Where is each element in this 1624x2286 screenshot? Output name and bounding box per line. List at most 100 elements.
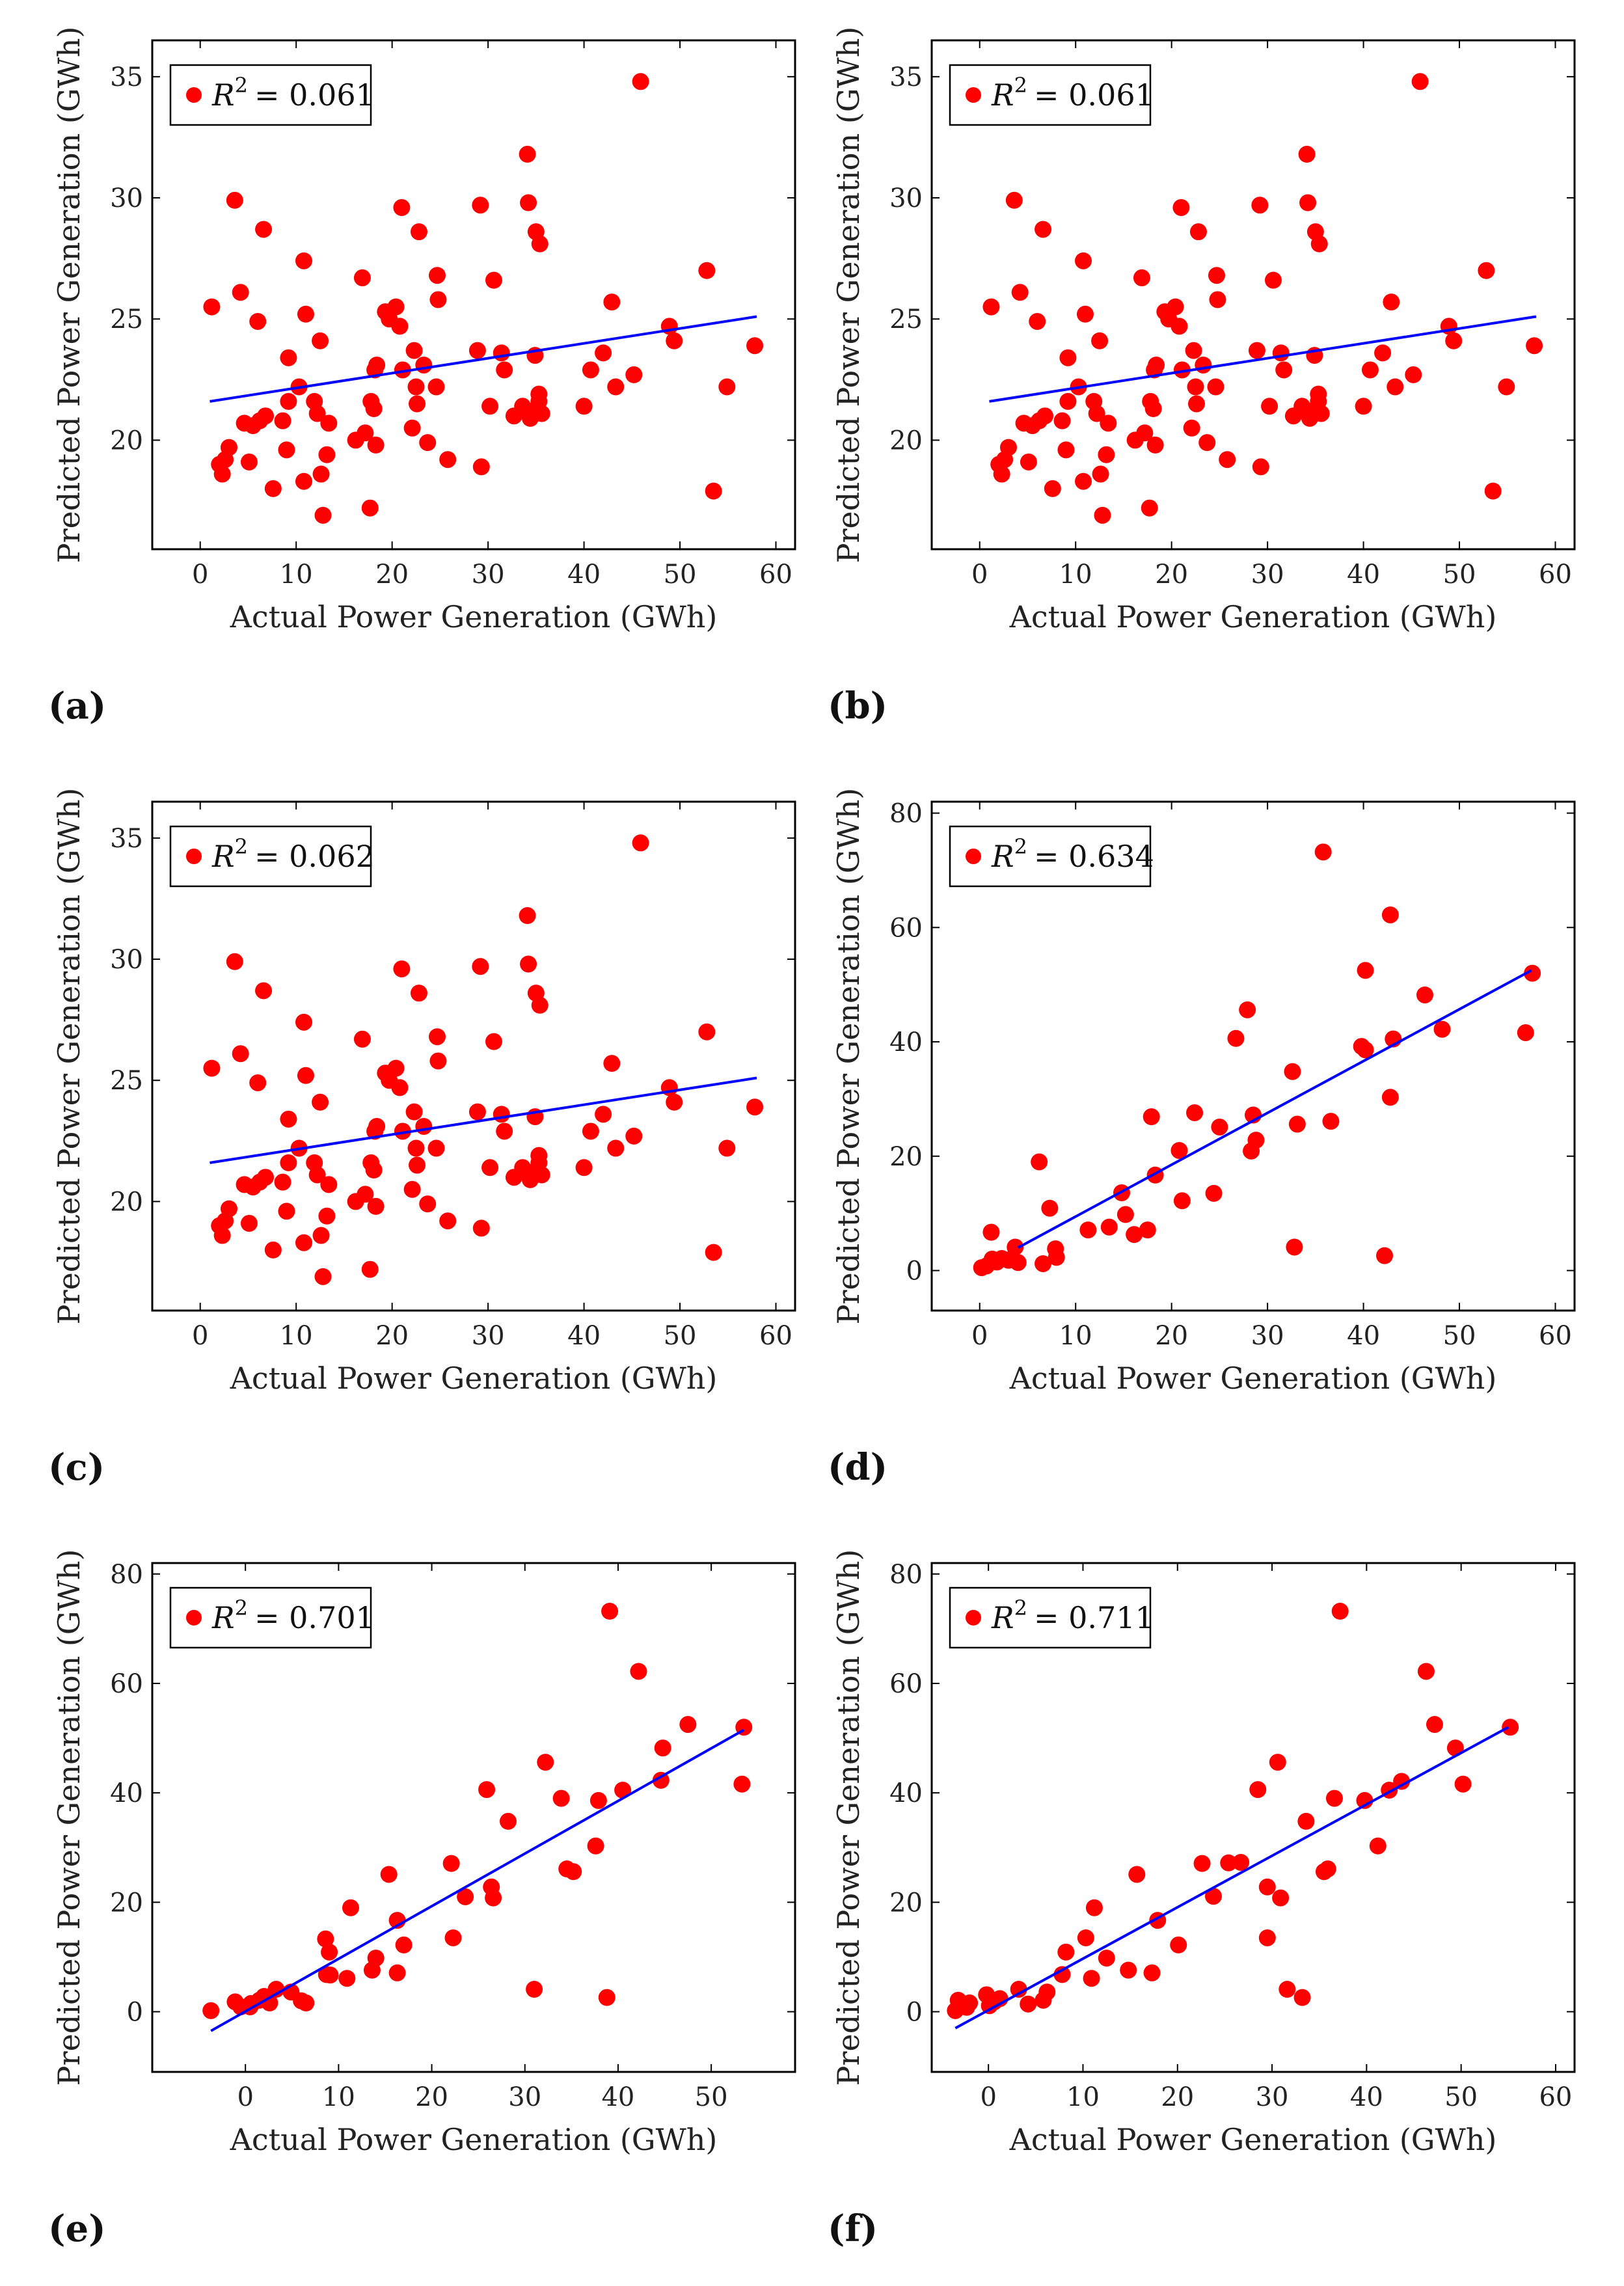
data-point bbox=[530, 385, 548, 403]
scatter-panel-f: 0 10 20 30 40 50 60 0 20 40 60 80 Actual Power Gener… bbox=[828, 1549, 1576, 2250]
x-tick-label: 60 bbox=[1539, 560, 1572, 590]
x-tick-label: 60 bbox=[1539, 1321, 1572, 1351]
data-point bbox=[1312, 405, 1330, 422]
data-point bbox=[1076, 305, 1094, 323]
data-point bbox=[982, 298, 1000, 316]
data-point bbox=[1041, 1199, 1059, 1217]
scatter-panel-e: 0 10 20 30 40 50 0 20 40 60 80 Actual Power Generat… bbox=[48, 1549, 796, 2250]
data-point bbox=[1357, 962, 1374, 979]
legend-symbol: R bbox=[991, 839, 1014, 874]
y-tick-label: 20 bbox=[110, 426, 143, 456]
legend-exponent: 2 bbox=[235, 73, 248, 98]
x-tick-label: 20 bbox=[375, 560, 409, 590]
data-point bbox=[264, 480, 282, 497]
legend-label: R2 = 0.711 bbox=[991, 1596, 1154, 1635]
data-point bbox=[427, 1139, 445, 1157]
data-point bbox=[1239, 1001, 1256, 1018]
data-point bbox=[1077, 1929, 1094, 1946]
data-point bbox=[1098, 1950, 1115, 1967]
data-point bbox=[1279, 1981, 1296, 1998]
data-point bbox=[1445, 332, 1463, 349]
x-tick-label: 10 bbox=[1066, 2082, 1100, 2112]
y-tick-label: 80 bbox=[889, 1560, 923, 1590]
data-point bbox=[520, 955, 537, 973]
data-point bbox=[203, 298, 221, 316]
data-point bbox=[718, 378, 736, 396]
data-point bbox=[264, 1241, 282, 1259]
data-point bbox=[1297, 1812, 1315, 1830]
data-point bbox=[1183, 419, 1200, 437]
x-axis-label: Actual Power Generation (GWh) bbox=[1009, 2122, 1497, 2157]
data-point bbox=[472, 958, 489, 975]
y-tick-label: 35 bbox=[110, 824, 143, 854]
data-point bbox=[1361, 361, 1379, 379]
data-point bbox=[575, 1159, 593, 1177]
y-tick-label: 25 bbox=[110, 1066, 143, 1096]
data-point bbox=[533, 1166, 550, 1184]
data-point bbox=[1171, 1141, 1188, 1159]
data-point bbox=[367, 436, 385, 454]
y-tick-label: 30 bbox=[110, 945, 143, 975]
data-point bbox=[365, 1162, 383, 1179]
data-point bbox=[419, 1195, 437, 1213]
data-point bbox=[1310, 385, 1327, 403]
x-tick-label: 30 bbox=[472, 1321, 505, 1351]
x-axis-label: Actual Power Generation (GWh) bbox=[230, 599, 718, 634]
x-axis-label: Actual Power Generation (GWh) bbox=[230, 1361, 718, 1396]
data-point bbox=[625, 1127, 643, 1145]
x-tick-label: 0 bbox=[971, 560, 988, 590]
data-point bbox=[1526, 337, 1543, 355]
legend-marker bbox=[966, 1610, 981, 1626]
data-point bbox=[1057, 1943, 1075, 1961]
legend: R2 = 0.701 bbox=[169, 1586, 375, 1649]
data-point bbox=[552, 1789, 570, 1807]
data-point bbox=[1299, 194, 1317, 211]
data-point bbox=[1252, 458, 1269, 476]
data-point bbox=[297, 1994, 315, 2012]
legend-marker bbox=[966, 849, 981, 864]
data-point bbox=[320, 415, 338, 432]
data-point bbox=[297, 305, 314, 323]
scatter-panel-d: 0 10 20 30 40 50 60 0 20 40 60 80 Actual Power Gener… bbox=[828, 788, 1576, 1489]
data-point bbox=[1369, 1837, 1387, 1855]
data-point bbox=[1128, 1866, 1146, 1883]
y-tick-label: 20 bbox=[110, 1187, 143, 1217]
panel-label: (a) bbox=[48, 685, 106, 728]
y-tick-label: 20 bbox=[889, 1888, 923, 1918]
legend-box bbox=[949, 1586, 1152, 1649]
legend-marker bbox=[186, 87, 202, 103]
y-tick-label: 40 bbox=[110, 1778, 143, 1808]
data-point bbox=[312, 1093, 329, 1111]
data-point bbox=[415, 1117, 433, 1135]
data-point bbox=[632, 73, 649, 90]
data-point bbox=[1143, 1108, 1160, 1126]
y-axis-label: Predicted Power Generation (GWh) bbox=[51, 27, 87, 564]
data-point bbox=[408, 395, 426, 413]
data-point bbox=[1298, 146, 1316, 163]
data-point bbox=[391, 318, 409, 335]
data-point bbox=[630, 1663, 647, 1680]
data-point bbox=[1417, 1663, 1435, 1680]
data-point bbox=[603, 293, 621, 311]
x-tick-label: 50 bbox=[695, 2082, 728, 2112]
x-tick-label: 20 bbox=[415, 2082, 448, 2112]
data-point bbox=[589, 1791, 607, 1809]
data-point bbox=[1524, 964, 1541, 982]
data-point bbox=[679, 1716, 697, 1734]
data-point bbox=[357, 424, 374, 442]
data-point bbox=[1098, 446, 1115, 463]
data-point bbox=[405, 1103, 423, 1121]
x-tick-label: 10 bbox=[1059, 1321, 1092, 1351]
data-point bbox=[232, 284, 249, 301]
data-point bbox=[472, 197, 489, 214]
legend-marker bbox=[186, 1610, 202, 1626]
data-point bbox=[312, 465, 330, 483]
scatter-panel-c: 0 10 20 30 40 50 60 20 25 30 35 Actual Power Genera… bbox=[48, 788, 796, 1489]
legend-symbol: R bbox=[991, 1600, 1014, 1635]
data-point bbox=[1264, 271, 1282, 289]
data-point bbox=[1381, 906, 1399, 923]
data-point bbox=[213, 465, 231, 483]
x-tick-label: 60 bbox=[759, 560, 792, 590]
y-tick-label: 0 bbox=[906, 1998, 923, 2028]
